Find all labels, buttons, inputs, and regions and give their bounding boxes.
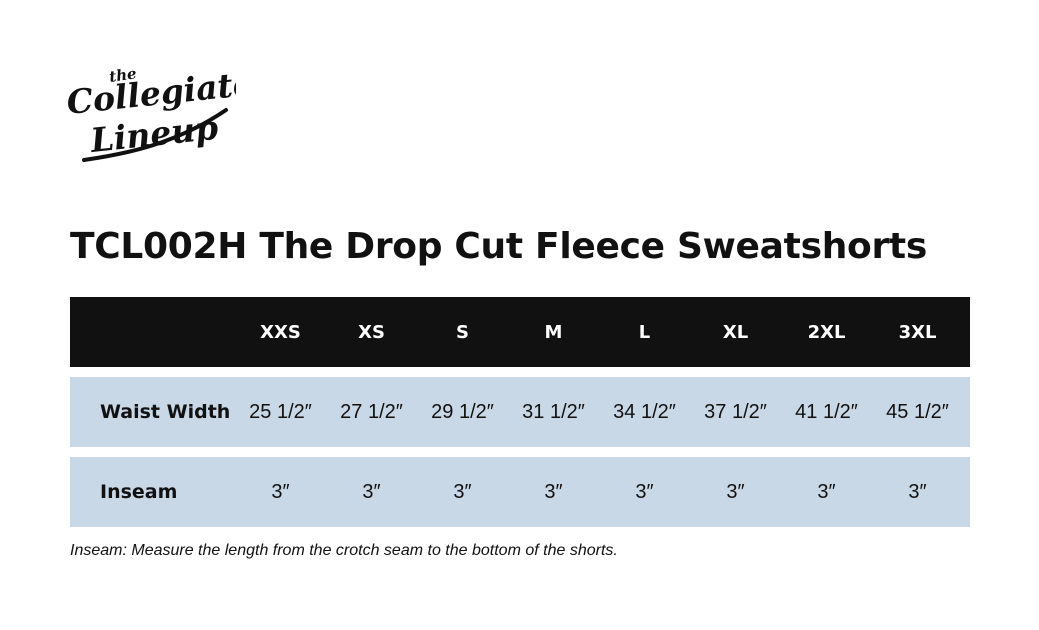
table-header-row: XXS XS S M L XL 2XL 3XL (70, 297, 970, 367)
table-row-inseam: Inseam 3″ 3″ 3″ 3″ 3″ 3″ 3″ 3″ (70, 457, 970, 527)
brand-logo: the Collegiate Lineup (66, 64, 236, 168)
waist-m: 31 1/2″ (522, 400, 585, 423)
waist-s: 29 1/2″ (431, 400, 494, 423)
waist-xl: 37 1/2″ (704, 400, 767, 423)
size-3xl: 3XL (898, 321, 937, 343)
inseam-2xl: 3″ (817, 480, 836, 503)
page-title: TCL002H The Drop Cut Fleece Sweatshorts (70, 226, 927, 267)
logo-text-top: the (108, 64, 138, 86)
inseam-xxs: 3″ (271, 480, 290, 503)
waist-3xl: 45 1/2″ (886, 400, 949, 423)
inseam-xs: 3″ (362, 480, 381, 503)
waist-xxs: 25 1/2″ (249, 400, 312, 423)
inseam-footnote: Inseam: Measure the length from the crot… (70, 542, 618, 559)
inseam-s: 3″ (453, 480, 472, 503)
waist-l: 34 1/2″ (613, 400, 676, 423)
inseam-m: 3″ (544, 480, 563, 503)
size-2xl: 2XL (807, 321, 846, 343)
table-row-waist-width: Waist Width 25 1/2″ 27 1/2″ 29 1/2″ 31 1… (70, 377, 970, 447)
inseam-l: 3″ (635, 480, 654, 503)
size-s: S (456, 321, 469, 343)
size-l: L (638, 321, 651, 343)
logo-swash (82, 108, 228, 162)
size-xl: XL (722, 321, 749, 343)
row-label-inseam: Inseam (100, 481, 178, 503)
inseam-xl: 3″ (726, 480, 745, 503)
size-xs: XS (358, 321, 385, 343)
waist-2xl: 41 1/2″ (795, 400, 858, 423)
size-chart-table: XXS XS S M L XL 2XL 3XL Waist Width 25 1… (70, 297, 970, 537)
inseam-3xl: 3″ (908, 480, 927, 503)
size-m: M (544, 321, 563, 343)
row-label-waist-width: Waist Width (100, 401, 231, 423)
size-xxs: XXS (260, 321, 301, 343)
waist-xs: 27 1/2″ (340, 400, 403, 423)
